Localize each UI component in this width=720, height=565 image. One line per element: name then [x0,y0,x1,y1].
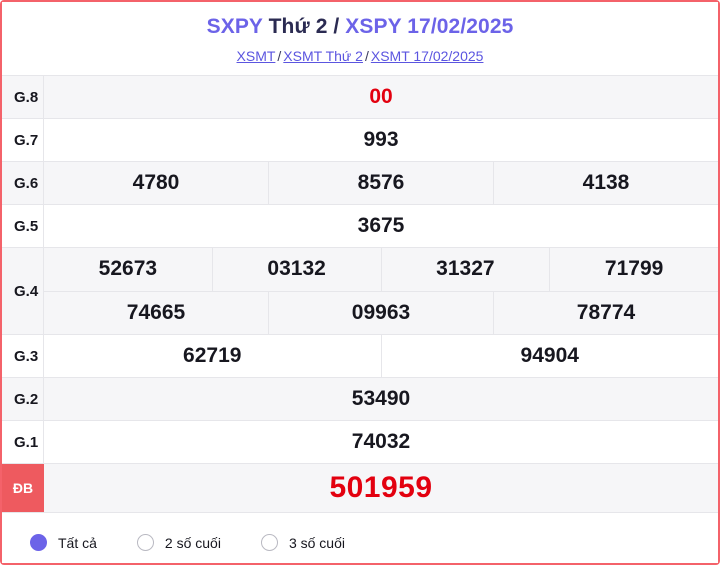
table-row-g4: G.4 52673 03132 31327 71799 74665 09963 … [2,248,718,335]
prize-values: 993 [44,119,718,161]
prize-number: 8576 [269,162,494,204]
prize-values: 53490 [44,378,718,420]
prize-label: G.7 [2,119,44,161]
table-row-g8: G.8 00 [2,76,718,119]
table-row-g7: G.7 993 [2,119,718,162]
prize-number: 3675 [357,214,405,237]
prize-label: G.2 [2,378,44,420]
prize-number: 03132 [213,248,382,291]
prize-number: 62719 [44,335,382,377]
prize-number: 993 [363,128,399,151]
radio-icon[interactable] [136,534,154,551]
prize-label: G.3 [2,335,44,377]
prize-number: 4138 [582,171,630,194]
prize-number: 74032 [351,430,411,453]
table-row-g6: G.6 4780 8576 4138 [2,162,718,205]
prize-number: 94904 [520,344,579,367]
prize-values: 00 [44,76,718,118]
breadcrumb-item-region[interactable]: XSMT [236,48,276,64]
radio-option-last-3[interactable]: 3 số cuối [260,534,345,551]
radio-option-all[interactable]: Tất cả [30,534,97,551]
breadcrumb-item-date[interactable]: XSMT 17/02/2025 [370,48,484,64]
table-row-g3: G.3 62719 94904 [2,335,718,378]
prize-values: 3675 [44,205,718,247]
prize-number: 53490 [351,387,411,410]
prize-label: G.5 [2,205,44,247]
prize-number: 4780 [44,162,269,204]
prize-number: 31327 [382,248,551,291]
prize-values: 4780 8576 4138 [44,162,718,204]
page-title: SXPY Thứ 2 / XSPY 17/02/2025 [12,14,708,40]
page-title-weekday: Thứ 2 / [268,15,340,38]
prize-label: G.1 [2,421,44,463]
prize-number: 71799 [604,257,664,281]
prize-values: 52673 03132 31327 71799 74665 09963 7877… [44,248,718,334]
prize-label: G.8 [2,76,44,118]
special-prize-badge: ĐB [2,464,44,512]
table-row-special-prize: ĐB 501959 [2,464,718,513]
prize-number: 09963 [269,291,494,334]
prize-label: G.4 [2,248,44,334]
breadcrumb-separator: / [364,48,369,64]
prize-values: 62719 94904 [44,335,718,377]
results-table: G.8 00 G.7 993 G.6 4780 8576 4138 G.5 36… [2,75,718,522]
table-row-g1: G.1 74032 [2,421,718,464]
prize-number: 78774 [576,300,636,324]
prize-values-line-1: 52673 03132 31327 71799 [44,248,718,292]
radio-label: 2 số cuối [164,534,221,551]
radio-option-last-2[interactable]: 2 số cuối [136,534,221,551]
page-title-date: XSPY 17/02/2025 [345,15,514,38]
prize-number: 52673 [44,248,213,291]
prize-number: 74665 [44,291,269,334]
page-header: SXPY Thứ 2 / XSPY 17/02/2025 XSMT / XSMT T… [2,2,718,75]
radio-icon[interactable] [260,534,278,551]
breadcrumb: XSMT / XSMT Thứ 2/XSMT 17/02/2025 [12,47,708,65]
special-prize-number: 501959 [329,471,433,504]
table-row-g5: G.5 3675 [2,205,718,248]
prize-number: 00 [369,85,393,108]
table-row-g2: G.2 53490 [2,378,718,421]
filter-options: Tất cả 2 số cuối 3 số cuối [2,522,718,563]
radio-label: Tất cả [58,534,97,551]
prize-label: G.6 [2,162,44,204]
page-title-region-code: SXPY [206,15,263,38]
breadcrumb-item-weekday[interactable]: XSMT Thứ 2 [283,48,363,64]
radio-icon-selected[interactable] [30,534,47,551]
breadcrumb-separator: / [277,48,282,64]
prize-values: 74032 [44,421,718,463]
prize-values-line-2: 74665 09963 78774 [44,291,718,334]
radio-label: 3 số cuối [288,534,345,551]
